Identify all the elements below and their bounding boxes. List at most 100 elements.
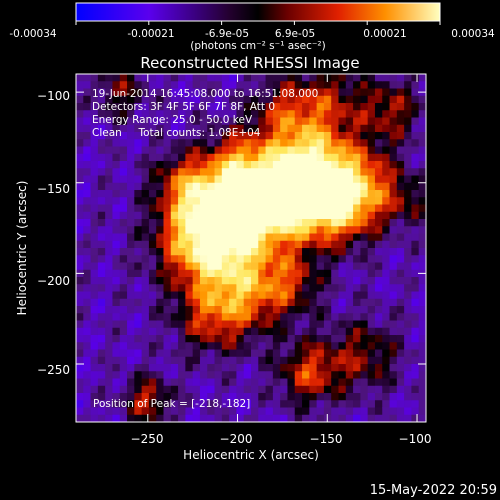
heatmap-cell [90,306,99,314]
heatmap-cell [229,103,238,111]
heatmap-cell [170,211,179,220]
heatmap-cell [258,364,267,372]
heatmap-cell [287,226,296,235]
heatmap-cell [134,139,143,148]
heatmap-cell [404,182,413,191]
heatmap-cell [302,356,310,365]
heatmap-cell [178,132,186,140]
heatmap-cell [309,161,318,169]
heatmap-cell [302,124,310,133]
heatmap-cell [134,74,143,82]
heatmap-cell [338,110,347,119]
heatmap-cell [418,313,426,322]
heatmap-cell [148,320,157,329]
heatmap-cell [360,88,369,97]
heatmap-cell [97,182,106,191]
heatmap-cell [207,197,216,206]
heatmap-cell [236,371,245,380]
heatmap-cell [156,400,165,409]
heatmap-cell [265,132,274,140]
heatmap-cell [316,364,325,372]
heatmap-cell [119,103,128,111]
heatmap-cell [156,103,165,111]
heatmap-cell [265,298,274,307]
heatmap-cell [374,277,383,285]
heatmap-cell [90,233,99,242]
heatmap-cell [302,74,310,82]
heatmap-cell [389,342,398,351]
heatmap-cell [280,190,289,198]
heatmap-cell [221,233,230,242]
heatmap-cell [265,146,274,155]
heatmap-cell [119,327,128,336]
heatmap-cell [294,385,303,394]
heatmap-cell [331,168,340,177]
heatmap-cell [294,117,303,126]
heatmap-cell [374,291,383,300]
heatmap-cell [360,161,369,169]
heatmap-cell [119,277,128,285]
heatmap-cell [323,269,332,278]
heatmap-cell [404,168,413,177]
heatmap-cell [404,277,413,285]
heatmap-cell [178,139,186,148]
heatmap-cell [374,414,383,422]
heatmap-cell [287,110,296,119]
heatmap-cell [199,407,208,416]
heatmap-cell [156,240,165,249]
heatmap-cell [382,146,391,155]
heatmap-cell [258,248,267,256]
heatmap-cell [367,81,376,90]
heatmap-cell [163,364,172,372]
heatmap-cell [236,124,245,133]
colorbar-unit-label: (photons cm⁻² s⁻¹ asec⁻²) [190,40,325,52]
heatmap-cell [185,248,194,256]
heatmap-cell [214,349,223,358]
heatmap-cell [309,320,318,329]
heatmap-cells [76,74,426,422]
heatmap-cell [280,378,289,387]
heatmap-cell [345,269,354,278]
heatmap-cell [316,262,325,271]
heatmap-cell [258,335,267,343]
heatmap-cell [134,248,143,256]
heatmap-cell [272,306,281,314]
heatmap-cell [382,306,391,314]
heatmap-cell [353,327,361,336]
heatmap-cell [221,262,230,271]
heatmap-cell [199,320,208,329]
heatmap-cell [345,371,354,380]
heatmap-cell [389,182,398,191]
heatmap-cell [178,233,186,242]
heatmap-cell [360,269,369,278]
heatmap-cell [287,407,296,416]
heatmap-cell [418,291,426,300]
heatmap-cell [207,124,216,133]
heatmap-cell [156,110,165,119]
heatmap-cell [163,320,172,329]
heatmap-cell [360,132,369,140]
heatmap-cell [199,211,208,220]
heatmap-cell [185,306,194,314]
heatmap-cell [265,342,274,351]
heatmap-cell [119,197,128,206]
heatmap-cell [287,175,296,184]
heatmap-cell [302,226,310,235]
heatmap-cell [309,153,318,162]
heatmap-cell [156,393,165,401]
x-tick-label: −200 [220,432,253,446]
heatmap-cell [411,204,420,213]
heatmap-cell [265,378,274,387]
heatmap-cell [360,233,369,242]
heatmap-cell [185,255,194,264]
heatmap-cell [396,182,405,191]
heatmap-cell [105,175,114,184]
heatmap-cell [127,168,135,177]
heatmap-cell [229,110,238,119]
heatmap-cell [221,255,230,264]
heatmap-cell [331,327,340,336]
heatmap-cell [97,103,106,111]
heatmap-cell [214,124,223,133]
heatmap-cell [353,74,361,82]
heatmap-cell [243,306,252,314]
